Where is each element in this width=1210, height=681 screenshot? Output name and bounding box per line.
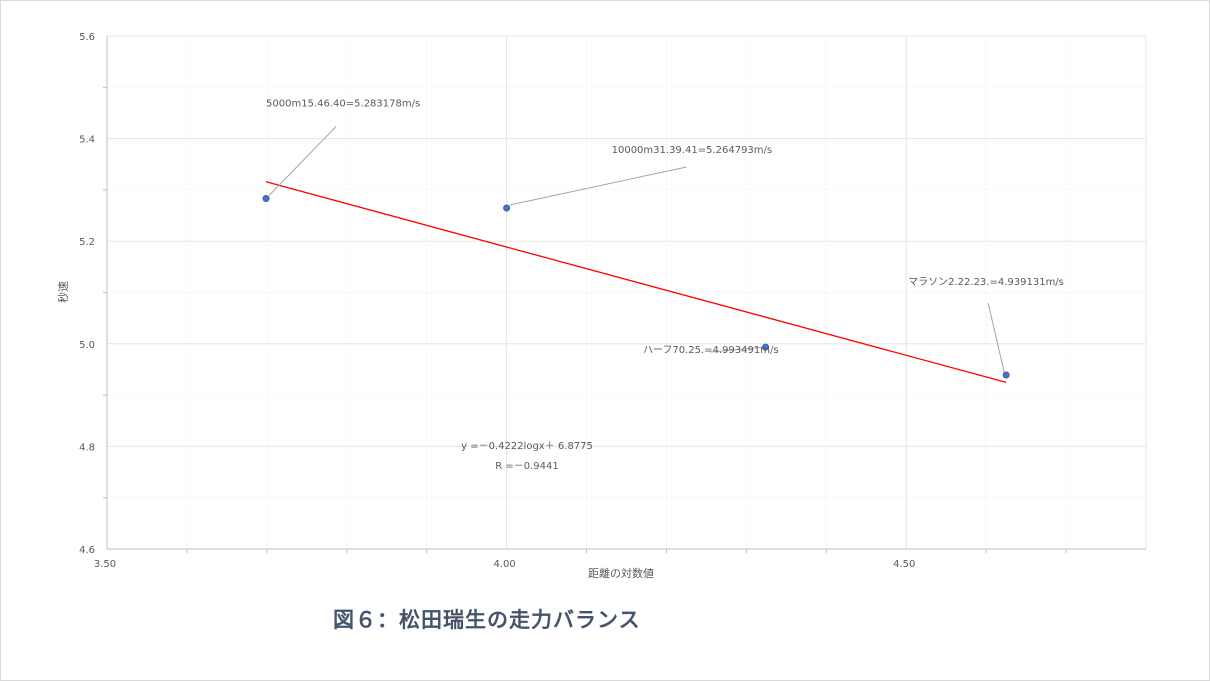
- leader-line: [987, 302, 1005, 373]
- y-tick-label: 5.2: [79, 237, 95, 248]
- data-point: [262, 195, 270, 203]
- tick-labels: 4.6 4.8 5.0 5.2 5.4 5.6 3.50 4.00 4.50: [79, 32, 915, 570]
- data-point: [762, 343, 770, 351]
- data-label: 10000m31.39.41=5.264793m/s: [612, 145, 773, 156]
- y-axis-title: 秒速: [56, 281, 70, 303]
- y-tick-label: 4.8: [79, 442, 95, 453]
- chart: 4.6 4.8 5.0 5.2 5.4 5.6 3.50 4.00 4.50 5000m15.4…: [56, 32, 1147, 580]
- x-axis-title: 距離の対数値: [588, 566, 654, 580]
- y-tick-label: 5.0: [79, 340, 95, 351]
- x-tick-label: 4.00: [493, 559, 515, 570]
- y-tick-label: 4.6: [79, 545, 95, 556]
- leader-line: [268, 126, 337, 196]
- data-labels: 5000m15.46.40=5.283178m/s 10000m31.39.41=…: [266, 99, 1064, 357]
- label-leader-lines: [268, 126, 1005, 373]
- major-gridlines: [106, 35, 1147, 550]
- data-point: [1002, 371, 1010, 379]
- data-point: [503, 204, 511, 212]
- x-tick-label: 3.50: [94, 559, 116, 570]
- trendline: [265, 181, 1007, 383]
- minor-gridlines: [107, 36, 1146, 549]
- trendline-group: [265, 181, 1007, 383]
- data-label: マラソン2.22.23.=4.939131m/s: [908, 276, 1064, 288]
- y-tick-label: 5.6: [79, 32, 95, 43]
- x-tick-label: 4.50: [893, 559, 915, 570]
- trend-equation: y =－0.4222logx＋ 6.8775: [461, 441, 593, 452]
- y-tick-label: 5.4: [79, 135, 95, 146]
- data-label: 5000m15.46.40=5.283178m/s: [266, 99, 420, 110]
- trend-r-value: R =－0.9441: [495, 461, 559, 472]
- figure-caption: 図６：松田瑞生の走力バランス: [333, 608, 641, 632]
- data-points: [262, 195, 1010, 379]
- leader-line: [710, 346, 764, 353]
- axes: [103, 36, 1146, 553]
- leader-line: [509, 166, 687, 206]
- data-label: ハーフ70.25.=4.993491m/s: [643, 345, 779, 356]
